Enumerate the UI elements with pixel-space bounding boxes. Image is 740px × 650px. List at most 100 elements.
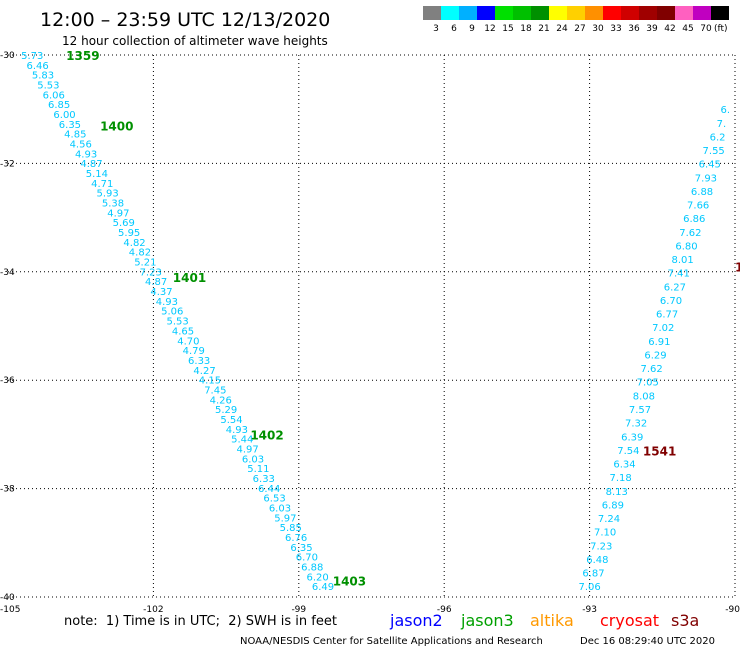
wave-height-value: 7.18 — [609, 473, 631, 484]
wave-height-value: 5.83 — [32, 71, 54, 82]
satellite-legend: jason2 jason3 altika cryosat s3a — [389, 611, 699, 630]
axis-ticks: -105 -102 -99 -96 -93 -90 -30 -32 -34 -36 -38 -40 — [0, 51, 740, 615]
timestamp-text: Dec 16 08:29:40 UTC 2020 — [580, 636, 715, 647]
satellite-label: altika — [530, 611, 574, 630]
wave-height-value: 6.53 — [263, 494, 285, 505]
legend-tick-label: 3 — [433, 24, 439, 34]
wave-height-value: 6.2 — [710, 132, 726, 143]
legend-tick-label: 15 — [502, 24, 513, 34]
wave-height-value: 6.03 — [269, 503, 291, 514]
legend-swatch — [621, 6, 639, 20]
wave-height-value: 4.65 — [172, 326, 194, 337]
legend-tick-label: 9 — [469, 24, 475, 34]
x-tick-label: -96 — [437, 605, 452, 615]
footer-note: note: 1) Time is in UTC; 2) SWH is in fe… — [64, 614, 337, 629]
wave-height-value: 6.88 — [691, 187, 713, 198]
wave-height-value: 6.00 — [53, 110, 75, 121]
y-tick-label: -34 — [0, 268, 15, 278]
wave-height-value: 6.03 — [242, 454, 264, 465]
time-label: 1400 — [100, 119, 133, 133]
wave-height-value: 6.77 — [656, 310, 678, 321]
wave-height-value: 4.56 — [70, 140, 92, 151]
wave-height-value: 6.06 — [43, 90, 65, 101]
wave-height-value: 8.01 — [672, 255, 694, 266]
y-tick-label: -30 — [0, 51, 15, 61]
wave-height-value: 6.76 — [285, 533, 307, 544]
wave-height-value: 6.39 — [621, 432, 643, 443]
wave-height-value: 4.27 — [193, 366, 215, 377]
wave-height-value: 7.06 — [578, 582, 600, 593]
x-tick-label: -90 — [725, 605, 740, 615]
wave-height-value: 6.35 — [290, 543, 312, 554]
wave-height-value: 6.80 — [675, 241, 697, 252]
map-grid — [8, 54, 736, 598]
legend-tick-label: 6 — [451, 24, 457, 34]
legend-tick-label: 36 — [628, 24, 640, 34]
legend-unit: (ft) — [714, 24, 728, 34]
legend-swatch — [675, 6, 693, 20]
legend-tick-label: 24 — [556, 24, 568, 34]
time-label: 1402 — [250, 428, 283, 442]
wave-height-value: 5.95 — [118, 228, 140, 239]
legend-swatch — [423, 6, 441, 20]
wave-height-value: 4.79 — [183, 346, 205, 357]
wave-height-value: 7.62 — [641, 364, 663, 375]
y-tick-label: -38 — [0, 485, 15, 495]
wave-height-value: 5.44 — [231, 435, 253, 446]
wave-height-value: 5.93 — [96, 189, 118, 200]
wave-height-value: 6.48 — [586, 555, 608, 566]
wave-height-value: 7. — [717, 119, 727, 130]
chart-subtitle: 12 hour collection of altimeter wave hei… — [62, 34, 328, 48]
wave-height-value: 6.34 — [613, 460, 635, 471]
satellite-label: jason3 — [460, 611, 514, 630]
wave-height-value: 4.26 — [210, 395, 232, 406]
x-tick-label: -102 — [143, 605, 163, 615]
legend-swatch — [567, 6, 585, 20]
satellite-label: cryosat — [600, 611, 659, 630]
wave-height-value: 4.82 — [123, 238, 145, 249]
wave-height-value: 7.93 — [695, 173, 717, 184]
wave-height-value: 6.85 — [48, 100, 70, 111]
wave-height-value: 4.87 — [80, 159, 102, 170]
time-label: 1401 — [173, 271, 206, 285]
legend-tick-label: 30 — [592, 24, 604, 34]
wave-height-value: 7.57 — [629, 405, 651, 416]
wave-height-value: 5.97 — [274, 513, 296, 524]
wave-height-value: 4.93 — [156, 297, 178, 308]
wave-height-value: 7.32 — [625, 419, 647, 430]
x-tick-label: -105 — [0, 605, 20, 615]
wave-height-value: 4.70 — [177, 336, 199, 347]
wave-height-value: 7.23 — [140, 267, 162, 278]
satellite-tracks: 5.736.465.835.536.066.856.006.354.854.56… — [21, 49, 740, 593]
legend-swatch — [585, 6, 603, 20]
legend-tick-label: 27 — [574, 24, 585, 34]
wave-height-value: 4.85 — [64, 130, 86, 141]
legend-tick-label: 39 — [646, 24, 658, 34]
satellite-label: jason2 — [389, 611, 443, 630]
wave-height-value: 7.45 — [204, 385, 226, 396]
legend-swatch — [513, 6, 531, 20]
wave-height-value: 6.33 — [188, 356, 210, 367]
wave-height-value: 7.05 — [637, 378, 659, 389]
wave-height-value: 7.02 — [652, 323, 674, 334]
legend-swatch — [639, 6, 657, 20]
wave-height-value: 4.93 — [226, 425, 248, 436]
wave-height-value: 5.73 — [21, 51, 43, 62]
legend-tick-label: 70 — [700, 24, 712, 34]
wave-height-value: 6.70 — [296, 553, 318, 564]
time-label: 1541 — [643, 445, 676, 459]
legend-swatch — [531, 6, 549, 20]
legend-tick-label: 12 — [484, 24, 495, 34]
satellite-label: s3a — [671, 611, 699, 630]
color-legend: 3 6 9 12 15 18 21 24 27 30 33 36 39 42 45 70 — [423, 6, 729, 34]
wave-height-value: 5.06 — [161, 307, 183, 318]
wave-height-value: 5.38 — [102, 199, 124, 210]
wave-height-value: 4.71 — [91, 179, 113, 190]
wave-height-value: 6.45 — [699, 160, 721, 171]
time-label: 1403 — [333, 575, 366, 589]
wave-height-value: 4.37 — [150, 287, 172, 298]
wave-height-value: 7.10 — [594, 528, 616, 539]
legend-swatch — [711, 6, 729, 20]
wave-height-value: 6.86 — [683, 214, 705, 225]
wave-height-value: 6.35 — [59, 120, 81, 131]
